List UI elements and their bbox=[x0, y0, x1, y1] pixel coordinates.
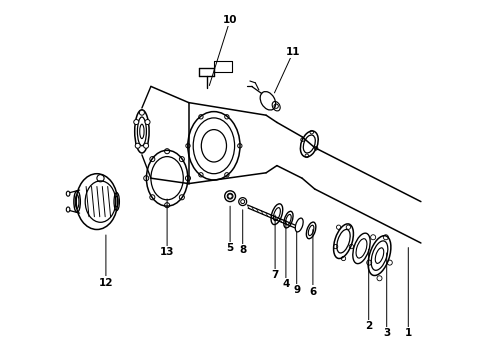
Text: 9: 9 bbox=[292, 285, 300, 295]
Circle shape bbox=[134, 120, 139, 125]
Text: 8: 8 bbox=[239, 245, 246, 255]
Text: 1: 1 bbox=[404, 328, 411, 338]
Text: 7: 7 bbox=[271, 270, 278, 280]
Text: 4: 4 bbox=[282, 279, 289, 289]
Text: 12: 12 bbox=[99, 278, 113, 288]
Text: 2: 2 bbox=[365, 321, 371, 331]
Text: 11: 11 bbox=[285, 47, 300, 57]
Circle shape bbox=[135, 143, 140, 148]
Circle shape bbox=[145, 120, 150, 125]
Text: 6: 6 bbox=[308, 287, 316, 297]
Text: 10: 10 bbox=[223, 15, 237, 25]
Circle shape bbox=[139, 110, 144, 115]
Circle shape bbox=[143, 143, 148, 148]
Text: 3: 3 bbox=[382, 328, 389, 338]
Text: 13: 13 bbox=[160, 247, 174, 257]
Text: 5: 5 bbox=[226, 243, 233, 253]
